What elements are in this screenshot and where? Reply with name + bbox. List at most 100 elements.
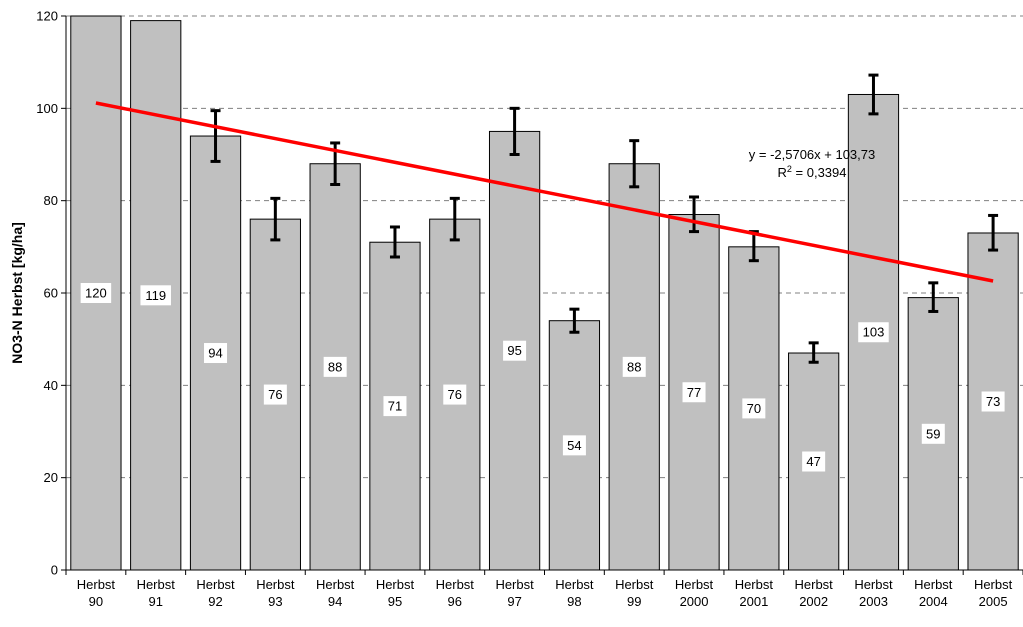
trendline-r2-text: R2 = 0,3394 bbox=[778, 164, 847, 180]
data-label-box bbox=[383, 396, 407, 417]
data-label-box bbox=[140, 285, 171, 306]
x-tick-label: Herbst 2002 bbox=[795, 577, 834, 609]
data-label: 73 bbox=[986, 394, 1000, 409]
r2-value: = 0,3394 bbox=[792, 165, 847, 180]
x-tick-label-line2: 2001 bbox=[739, 594, 768, 609]
y-tick-label: 100 bbox=[36, 101, 58, 116]
data-label-box bbox=[503, 340, 527, 361]
gridlines bbox=[66, 15, 1023, 479]
data-label: 71 bbox=[388, 399, 402, 414]
data-label-box bbox=[263, 384, 287, 405]
x-tick-label-line1: Herbst bbox=[196, 577, 235, 592]
x-tick-label-line2: 94 bbox=[328, 594, 342, 609]
x-tick-label-line2: 2005 bbox=[979, 594, 1008, 609]
data-label-box bbox=[858, 322, 889, 343]
data-label-box bbox=[443, 384, 467, 405]
data-label: 88 bbox=[627, 359, 641, 374]
x-tick-label-line1: Herbst bbox=[974, 577, 1013, 592]
x-tick-label: Herbst 2003 bbox=[854, 577, 893, 609]
x-tick-label: Herbst 2000 bbox=[675, 577, 714, 609]
data-label: 94 bbox=[208, 346, 222, 361]
x-tick-label-line2: 2004 bbox=[919, 594, 948, 609]
data-label: 76 bbox=[268, 387, 282, 402]
x-tick-label-line2: 2000 bbox=[680, 594, 709, 609]
x-tick-label-line1: Herbst bbox=[436, 577, 475, 592]
data-label-box bbox=[921, 423, 945, 444]
x-tick-label-line1: Herbst bbox=[495, 577, 534, 592]
data-label-box bbox=[682, 382, 706, 403]
x-tick-label-line1: Herbst bbox=[256, 577, 295, 592]
data-label-box bbox=[622, 356, 646, 377]
data-label-box bbox=[981, 391, 1005, 412]
trendline bbox=[95, 101, 994, 283]
x-tick-label-line2: 98 bbox=[567, 594, 581, 609]
x-tick-label: Herbst 90 bbox=[77, 577, 116, 609]
data-label: 119 bbox=[145, 288, 166, 303]
y-tick-label: 120 bbox=[36, 9, 58, 24]
x-tick-label: Herbst 98 bbox=[555, 577, 594, 609]
x-tick-label-line1: Herbst bbox=[316, 577, 355, 592]
y-tick-label: 20 bbox=[44, 470, 58, 485]
x-tick-label-line2: 95 bbox=[388, 594, 402, 609]
x-tick-label-line2: 91 bbox=[148, 594, 162, 609]
x-tick-label-line1: Herbst bbox=[137, 577, 176, 592]
x-tick-label: Herbst 2004 bbox=[914, 577, 953, 609]
data-label: 76 bbox=[448, 387, 462, 402]
x-tick-label-line2: 92 bbox=[208, 594, 222, 609]
error-bars bbox=[210, 73, 999, 364]
y-tick-label: 80 bbox=[44, 193, 58, 208]
x-tick-label-line1: Herbst bbox=[555, 577, 594, 592]
data-label: 70 bbox=[747, 401, 761, 416]
x-tick-label-line1: Herbst bbox=[854, 577, 893, 592]
data-label-box bbox=[802, 451, 826, 472]
x-tick-label-line1: Herbst bbox=[615, 577, 654, 592]
data-label: 54 bbox=[567, 438, 581, 453]
data-label: 103 bbox=[863, 325, 885, 340]
y-axis-label: NO3-N Herbst [kg/ha] bbox=[9, 222, 25, 364]
x-tick-label-line1: Herbst bbox=[376, 577, 415, 592]
data-label: 95 bbox=[507, 343, 521, 358]
data-labels: 120 119 94 76 88 71 76 95 54 88 77 70 47 103 59 73 bbox=[80, 283, 1005, 472]
x-tick-label-line2: 99 bbox=[627, 594, 641, 609]
data-label: 59 bbox=[926, 426, 940, 441]
trendline-equation-text: y = -2,5706x + 103,73 bbox=[749, 147, 875, 162]
x-tick-label: Herbst 2005 bbox=[974, 577, 1013, 609]
data-label-box bbox=[80, 283, 112, 303]
r2-prefix: R bbox=[778, 165, 787, 180]
trendline-group bbox=[95, 101, 994, 283]
x-tick-label: Herbst 91 bbox=[137, 577, 176, 609]
x-tick-label-line2: 96 bbox=[448, 594, 462, 609]
data-label-box bbox=[742, 398, 766, 419]
x-tick-label-line2: 2002 bbox=[799, 594, 828, 609]
x-tick-label-line1: Herbst bbox=[77, 577, 116, 592]
data-label: 77 bbox=[687, 385, 701, 400]
x-tick-label: Herbst 99 bbox=[615, 577, 654, 609]
x-tick-label-line1: Herbst bbox=[795, 577, 834, 592]
x-tick-label-line2: 97 bbox=[507, 594, 521, 609]
x-tick-label-line2: 90 bbox=[89, 594, 103, 609]
trendline-equation: y = -2,5706x + 103,73 R2 = 0,3394 bbox=[749, 147, 875, 180]
x-tick-label: Herbst 93 bbox=[256, 577, 295, 609]
x-tick-label: Herbst 95 bbox=[376, 577, 415, 609]
x-tick-label-line1: Herbst bbox=[675, 577, 714, 592]
x-tick-label: Herbst 94 bbox=[316, 577, 355, 609]
x-tick-label-line2: 93 bbox=[268, 594, 282, 609]
data-label-box bbox=[204, 343, 228, 364]
y-tick-label: 0 bbox=[51, 563, 58, 578]
x-tick-label-line2: 2003 bbox=[859, 594, 888, 609]
x-tick-label: Herbst 96 bbox=[436, 577, 475, 609]
y-tick-label: 60 bbox=[44, 286, 58, 301]
r2-superscript: 2 bbox=[787, 164, 792, 174]
x-tick-label-line1: Herbst bbox=[914, 577, 953, 592]
data-label: 120 bbox=[85, 286, 107, 301]
x-tick-label: Herbst 92 bbox=[196, 577, 235, 609]
x-tick-label-line1: Herbst bbox=[735, 577, 774, 592]
data-label-box bbox=[323, 356, 347, 377]
data-label: 88 bbox=[328, 359, 342, 374]
x-tick-label: Herbst 2001 bbox=[735, 577, 774, 609]
y-tick-label: 40 bbox=[44, 378, 58, 393]
data-label: 47 bbox=[806, 454, 820, 469]
